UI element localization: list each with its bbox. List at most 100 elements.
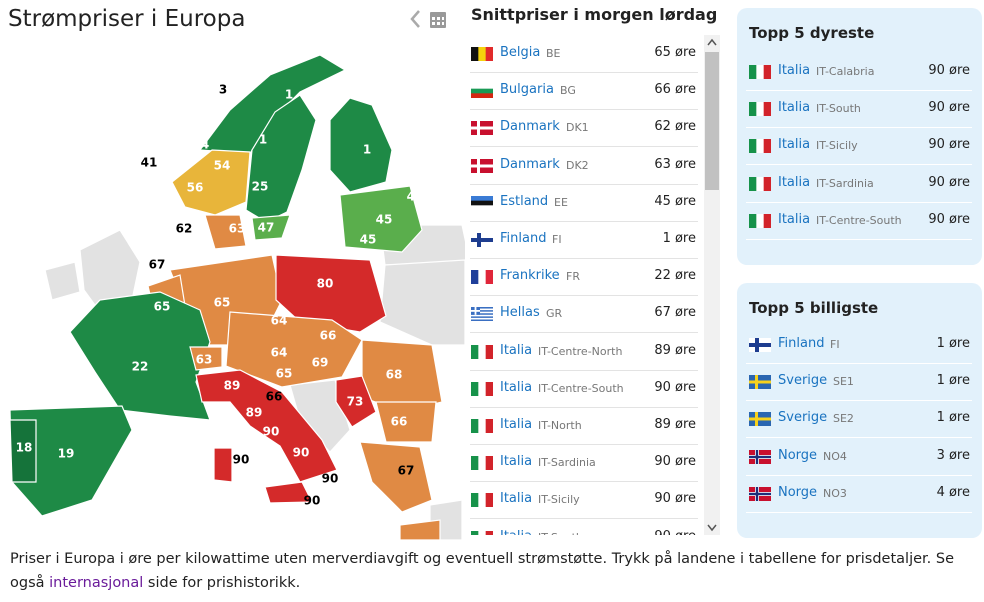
country-link[interactable]: Bulgaria bbox=[500, 82, 554, 98]
price-row[interactable]: Danmark DK1 62 øre bbox=[470, 109, 698, 148]
price: 3 øre bbox=[936, 447, 970, 463]
region[interactable] bbox=[329, 97, 393, 193]
country-link[interactable]: Finland bbox=[778, 336, 825, 351]
price-row[interactable]: Danmark DK2 63 øre bbox=[470, 147, 698, 185]
region[interactable] bbox=[9, 419, 37, 483]
region[interactable] bbox=[264, 481, 313, 504]
price-row[interactable]: Finland FI 1 øre bbox=[746, 326, 972, 364]
region[interactable] bbox=[375, 401, 437, 443]
country-link[interactable]: Norge bbox=[778, 447, 818, 463]
country-link[interactable]: Italia bbox=[500, 491, 533, 507]
region[interactable] bbox=[171, 149, 251, 216]
area-code: IT-South bbox=[816, 102, 861, 116]
region[interactable] bbox=[339, 185, 423, 253]
price: 89 øre bbox=[654, 417, 696, 432]
country-link[interactable]: Sverige bbox=[778, 373, 828, 389]
price: 1 øre bbox=[936, 373, 970, 389]
country-link[interactable]: Danmark bbox=[500, 119, 560, 135]
map-label: 62 bbox=[176, 222, 193, 236]
country-link[interactable]: Estland bbox=[500, 193, 549, 209]
price-row[interactable]: Finland FI 1 øre bbox=[470, 221, 698, 259]
country-link[interactable]: Italia bbox=[500, 379, 533, 395]
country-link[interactable]: Italia bbox=[778, 211, 811, 227]
price-row[interactable]: Italia IT-South 90 øre bbox=[746, 90, 972, 129]
map-label: 1 bbox=[259, 133, 267, 147]
nav-icons bbox=[410, 10, 446, 28]
flag bbox=[471, 270, 493, 285]
flag bbox=[749, 375, 771, 390]
price-row[interactable]: Italia IT-Centre-South 90 øre bbox=[470, 370, 698, 408]
price-row[interactable]: Italia IT-Centre-North 89 øre bbox=[470, 333, 698, 371]
flag bbox=[471, 381, 493, 396]
price-row[interactable]: Italia IT-Sardinia 90 øre bbox=[470, 444, 698, 483]
flag bbox=[749, 412, 771, 427]
calendar-icon[interactable] bbox=[430, 12, 446, 28]
region[interactable] bbox=[335, 375, 377, 428]
price-row[interactable]: Italia IT-Centre-South 90 øre bbox=[746, 202, 972, 240]
flag bbox=[471, 233, 493, 247]
country-link[interactable]: Italia bbox=[500, 342, 533, 358]
price-row[interactable]: Italia IT-South 90 øre bbox=[470, 519, 698, 535]
price-row[interactable]: Sverige SE2 1 øre bbox=[746, 400, 972, 439]
area-code: SE1 bbox=[833, 375, 854, 389]
region[interactable] bbox=[69, 291, 211, 421]
price-row[interactable]: Italia IT-Sicily 90 øre bbox=[746, 127, 972, 166]
area-code: IT-Sardinia bbox=[538, 456, 596, 470]
footer-text: Priser i Europa i øre per kilowattime ut… bbox=[10, 547, 975, 595]
price-row[interactable]: Norge NO3 4 øre bbox=[746, 475, 972, 513]
price-row[interactable]: Italia IT-North 89 øre bbox=[470, 407, 698, 445]
country-link[interactable]: Italia bbox=[778, 100, 811, 116]
price-row[interactable]: Italia IT-Calabria 90 øre bbox=[746, 53, 972, 91]
map-label: 66 bbox=[391, 415, 408, 429]
region[interactable] bbox=[245, 94, 317, 223]
country-link[interactable]: Italia bbox=[500, 529, 532, 535]
map-label: 65 bbox=[214, 296, 231, 310]
back-icon[interactable] bbox=[410, 10, 420, 28]
country-link[interactable]: Italia bbox=[500, 417, 533, 432]
flag bbox=[471, 84, 493, 99]
country-link[interactable]: Italia bbox=[778, 63, 811, 78]
flag bbox=[471, 344, 493, 359]
country-link[interactable]: Finland bbox=[500, 231, 547, 246]
region[interactable] bbox=[399, 519, 441, 540]
price-table: Belgia BE 65 øre Bulgaria BG 66 øre Danmark DK1… bbox=[470, 35, 698, 535]
price-row[interactable]: Bulgaria BG 66 øre bbox=[470, 72, 698, 111]
country-link[interactable]: Italia bbox=[778, 174, 811, 190]
region[interactable] bbox=[359, 441, 433, 513]
country-link[interactable]: Frankrike bbox=[500, 268, 560, 284]
price: 90 øre bbox=[928, 211, 970, 227]
price-row[interactable]: Belgia BE 65 øre bbox=[470, 35, 698, 73]
region[interactable] bbox=[189, 346, 223, 371]
scrollbar[interactable] bbox=[704, 35, 720, 535]
country-link[interactable]: Hellas bbox=[500, 305, 540, 321]
page-title: Strømpriser i Europa bbox=[8, 6, 246, 32]
country-link[interactable]: Italia bbox=[778, 137, 811, 153]
country-link[interactable]: Italia bbox=[500, 454, 533, 470]
panel-title: Topp 5 dyreste bbox=[749, 24, 875, 42]
region[interactable] bbox=[225, 311, 363, 388]
map-label: 64 bbox=[271, 314, 288, 328]
region[interactable] bbox=[204, 214, 247, 250]
price-row[interactable]: Hellas GR 67 øre bbox=[470, 295, 698, 334]
country-link[interactable]: Norge bbox=[778, 484, 818, 500]
region[interactable] bbox=[213, 447, 233, 483]
price-row[interactable]: Estland EE 45 øre bbox=[470, 184, 698, 222]
country-link[interactable]: Sverige bbox=[778, 410, 828, 426]
price-row[interactable]: Sverige SE1 1 øre bbox=[746, 363, 972, 402]
region[interactable] bbox=[275, 254, 387, 333]
country-link[interactable]: Danmark bbox=[500, 156, 560, 172]
footer-link[interactable]: internasjonal bbox=[49, 575, 144, 591]
area-code: NO3 bbox=[823, 486, 847, 500]
map-label: 67 bbox=[149, 258, 166, 272]
map-label: 89 bbox=[224, 379, 241, 393]
price-row[interactable]: Italia IT-Sardinia 90 øre bbox=[746, 165, 972, 203]
footer-text: side for prishistorikk. bbox=[147, 575, 301, 591]
map-label: 63 bbox=[229, 222, 246, 236]
flag bbox=[749, 338, 771, 352]
region[interactable] bbox=[251, 214, 291, 241]
flag bbox=[749, 486, 771, 501]
price-row[interactable]: Frankrike FR 22 øre bbox=[470, 258, 698, 297]
price-row[interactable]: Italia IT-Sicily 90 øre bbox=[470, 481, 698, 520]
country-link[interactable]: Belgia bbox=[500, 45, 541, 60]
price-row[interactable]: Norge NO4 3 øre bbox=[746, 438, 972, 476]
